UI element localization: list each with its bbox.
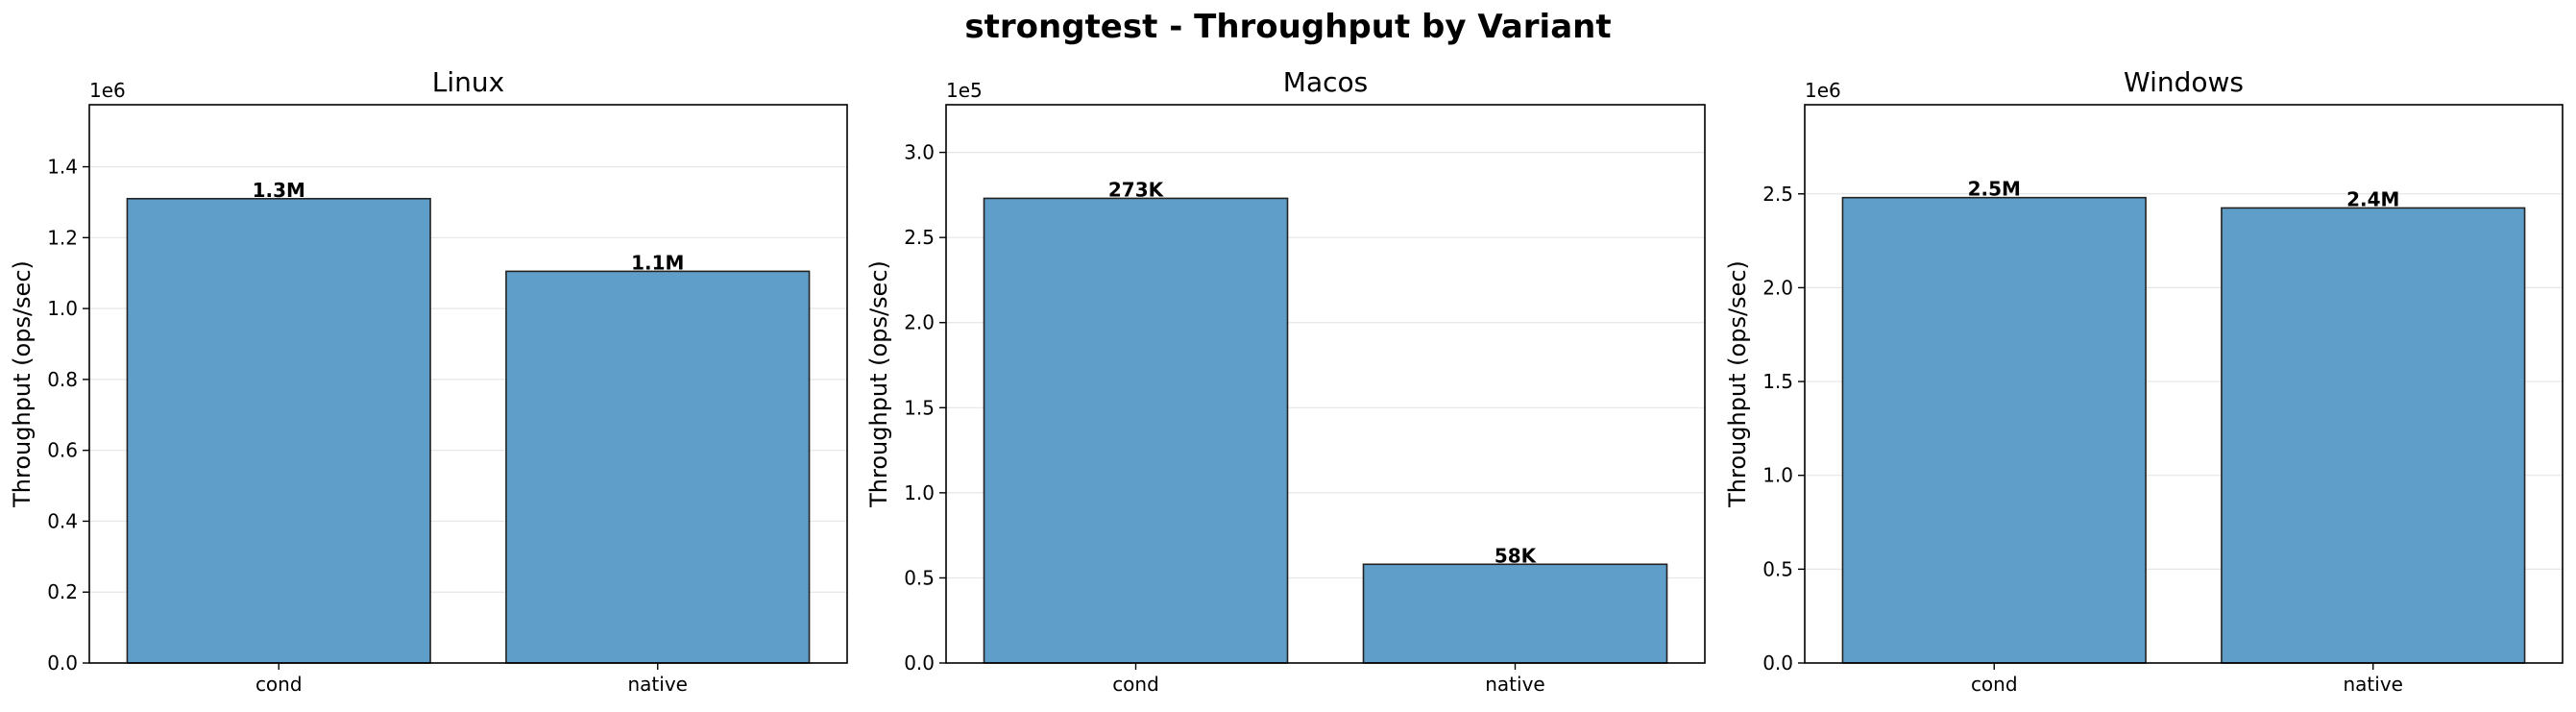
- y-tick-label: 0.4: [47, 509, 78, 532]
- bar-cond: [126, 197, 431, 664]
- y-tick-label: 1.5: [1762, 370, 1793, 393]
- y-tick-label: 2.5: [1762, 183, 1793, 206]
- y-tick-label: 2.5: [904, 226, 935, 249]
- panel-title: Windows: [2124, 66, 2244, 98]
- axis-offset-label: 1e6: [1805, 79, 1841, 102]
- figure-title: strongtest - Throughput by Variant: [964, 8, 1612, 46]
- x-tick-label: cond: [1971, 673, 2018, 696]
- axes-frame: [945, 104, 1706, 664]
- y-tick-label: 0.2: [47, 580, 78, 603]
- y-axis-label: Throughput (ops/sec): [865, 260, 892, 508]
- data-label: 273K: [1108, 178, 1165, 201]
- y-tick-label: 0.5: [1762, 557, 1793, 580]
- bar-cond: [983, 197, 1289, 664]
- y-tick-label: 0.5: [904, 566, 935, 589]
- chart-panel-linux: 1.3M 1.1M 0.0 0.2 0.4 0.6 0.8 1.0 1.2 1.4 cond nati…: [9, 66, 848, 696]
- x-tick-label: native: [628, 673, 688, 696]
- axis-offset-label: 1e5: [946, 79, 983, 102]
- x-tick-label: cond: [255, 673, 303, 696]
- y-tick-label: 2.0: [1762, 276, 1793, 299]
- y-tick-label: 1.4: [47, 156, 78, 179]
- y-tick-label: 1.2: [47, 226, 78, 249]
- bar-native: [2221, 207, 2526, 664]
- x-tick-label: native: [1485, 673, 1544, 696]
- y-tick-label: 0.0: [904, 651, 935, 675]
- axes-frame: [1804, 104, 2564, 664]
- axes-frame: [88, 104, 848, 664]
- y-tick-label: 0.8: [47, 368, 78, 391]
- data-label: 58K: [1495, 544, 1538, 567]
- data-label: 2.4M: [2346, 187, 2399, 210]
- y-axis-label: Throughput (ops/sec): [1724, 260, 1751, 508]
- chart-panel-windows: 2.5M 2.4M 0.0 0.5 1.0 1.5 2.0 2.5 cond native 1e6 W…: [1724, 66, 2564, 696]
- bar-native: [505, 270, 811, 664]
- data-label: 1.1M: [631, 251, 684, 274]
- y-tick-label: 0.0: [47, 651, 78, 675]
- axis-offset-label: 1e6: [89, 79, 126, 102]
- y-tick-label: 0.6: [47, 439, 78, 462]
- y-tick-label: 1.5: [904, 396, 935, 419]
- data-label: 2.5M: [1968, 178, 2021, 201]
- x-tick-label: native: [2344, 673, 2403, 696]
- y-tick-label: 3.0: [904, 141, 935, 164]
- y-axis-label: Throughput (ops/sec): [9, 260, 36, 508]
- y-tick-label: 1.0: [47, 297, 78, 320]
- y-tick-label: 1.0: [904, 481, 935, 504]
- y-tick-label: 2.0: [904, 311, 935, 334]
- data-label: 1.3M: [253, 179, 305, 202]
- y-tick-label: 1.0: [1762, 464, 1793, 487]
- panel-title: Macos: [1283, 66, 1368, 98]
- y-tick-label: 0.0: [1762, 651, 1793, 675]
- bar-native: [1362, 563, 1668, 664]
- panel-title: Linux: [432, 66, 504, 98]
- bar-cond: [1841, 196, 2147, 664]
- x-tick-label: cond: [1112, 673, 1159, 696]
- chart-panel-macos: 273K 58K 0.0 0.5 1.0 1.5 2.0 2.5 3.0 cond native 1e…: [865, 66, 1706, 696]
